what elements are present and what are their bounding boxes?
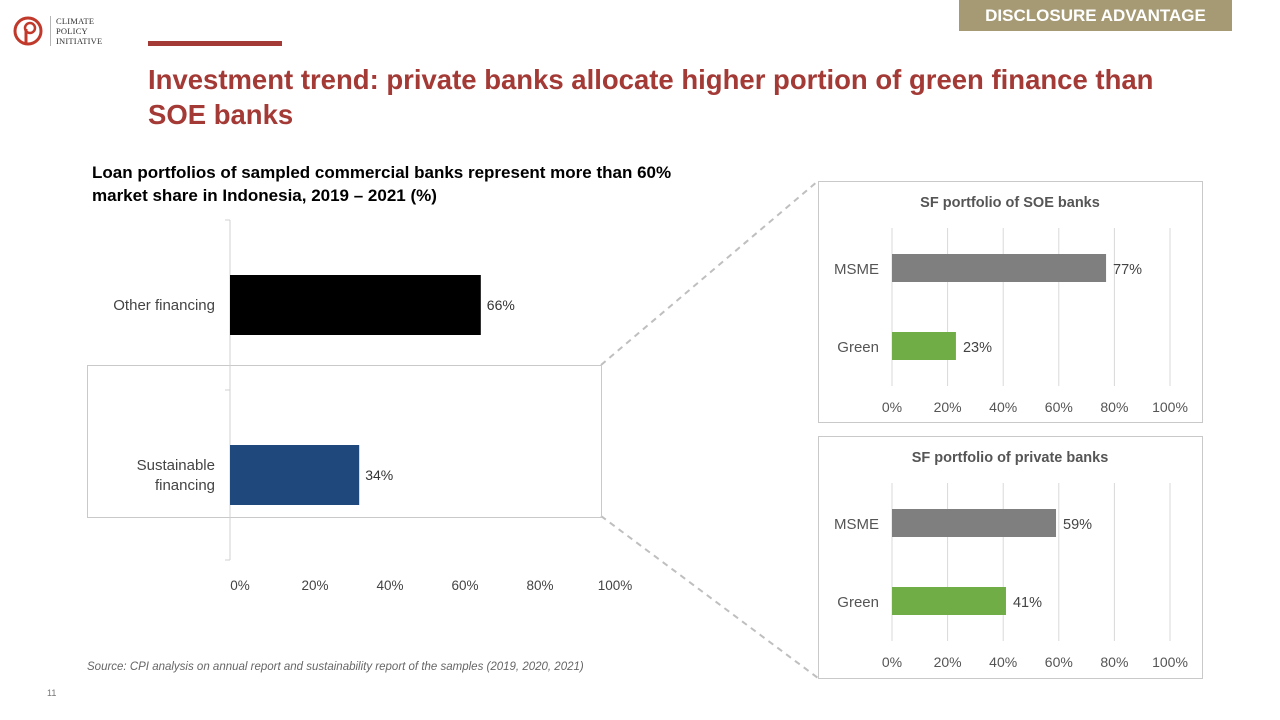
value-label: 59% bbox=[1063, 517, 1092, 533]
value-label: 41% bbox=[1013, 595, 1042, 611]
mini-chart-title: SF portfolio of private banks bbox=[912, 450, 1109, 466]
x-tick-label: 80% bbox=[1100, 654, 1128, 670]
x-tick-label: 40% bbox=[989, 399, 1017, 415]
bar-msme bbox=[892, 509, 1057, 537]
category-label: financing bbox=[155, 477, 215, 494]
category-label: Other financing bbox=[113, 297, 215, 314]
mini-chart-title: SF portfolio of SOE banks bbox=[920, 195, 1100, 211]
x-tick-label: 0% bbox=[230, 578, 250, 593]
bar-other-financing bbox=[230, 275, 481, 335]
source-note: Source: CPI analysis on annual report an… bbox=[87, 661, 584, 673]
cpi-logo-icon bbox=[13, 16, 43, 46]
category-label: Sustainable bbox=[137, 457, 215, 474]
x-tick-label: 60% bbox=[1045, 399, 1073, 415]
private-banks-chart-frame: SF portfolio of private banks 0% 20% 40% 60%… bbox=[818, 436, 1203, 679]
category-label: Green bbox=[837, 339, 879, 356]
x-tick-label: 20% bbox=[934, 654, 962, 670]
bar-msme bbox=[892, 254, 1107, 282]
sustainable-financing-highlight-box bbox=[87, 365, 602, 518]
x-tick-label: 40% bbox=[989, 654, 1017, 670]
title-accent-bar bbox=[148, 41, 282, 46]
category-label: Green bbox=[837, 594, 879, 611]
x-tick-label: 80% bbox=[1100, 399, 1128, 415]
climate-policy-initiative-logo: CLIMATE POLICY INITIATIVE bbox=[12, 14, 122, 50]
x-tick-label: 20% bbox=[301, 578, 328, 593]
soe-banks-chart-frame: SF portfolio of SOE banks 0% 20% 40% 60% 80% 1… bbox=[818, 181, 1203, 423]
logo-line: INITIATIVE bbox=[56, 36, 103, 46]
value-label: 34% bbox=[365, 467, 393, 483]
x-tick-label: 0% bbox=[882, 399, 902, 415]
bar-sustainable-financing bbox=[230, 445, 360, 505]
soe-banks-chart: SF portfolio of SOE banks 0% 20% 40% 60% 80% 1… bbox=[834, 195, 1188, 415]
bar-green bbox=[892, 332, 956, 360]
value-label: 66% bbox=[487, 297, 515, 313]
logo-line: POLICY bbox=[56, 26, 88, 36]
x-tick-label: 100% bbox=[598, 578, 633, 593]
slide-title: Investment trend: private banks allocate… bbox=[148, 64, 1154, 130]
x-tick-label: 60% bbox=[1045, 654, 1073, 670]
logo-line: CLIMATE bbox=[56, 16, 95, 26]
disclosure-advantage-tag: DISCLOSURE ADVANTAGE bbox=[959, 0, 1232, 31]
x-tick-label: 0% bbox=[882, 654, 902, 670]
category-label: MSME bbox=[834, 516, 879, 533]
category-label: MSME bbox=[834, 261, 879, 278]
value-label: 23% bbox=[963, 340, 992, 356]
x-tick-label: 20% bbox=[934, 399, 962, 415]
private-banks-chart: SF portfolio of private banks 0% 20% 40% 60%… bbox=[834, 450, 1188, 670]
value-label: 77% bbox=[1113, 262, 1142, 278]
x-tick-label: 100% bbox=[1152, 399, 1188, 415]
x-tick-label: 80% bbox=[526, 578, 553, 593]
x-tick-label: 60% bbox=[451, 578, 478, 593]
logo-wordmark: CLIMATE POLICY INITIATIVE bbox=[50, 16, 102, 46]
bar-green bbox=[892, 587, 1006, 615]
chart-subtitle: Loan portfolios of sampled commercial ba… bbox=[92, 163, 672, 205]
x-tick-label: 100% bbox=[1152, 654, 1188, 670]
loan-portfolio-chart: 66% Other financing 34% Sustainable financin… bbox=[113, 219, 633, 593]
page-number: 11 bbox=[47, 688, 57, 698]
x-tick-label: 40% bbox=[376, 578, 403, 593]
